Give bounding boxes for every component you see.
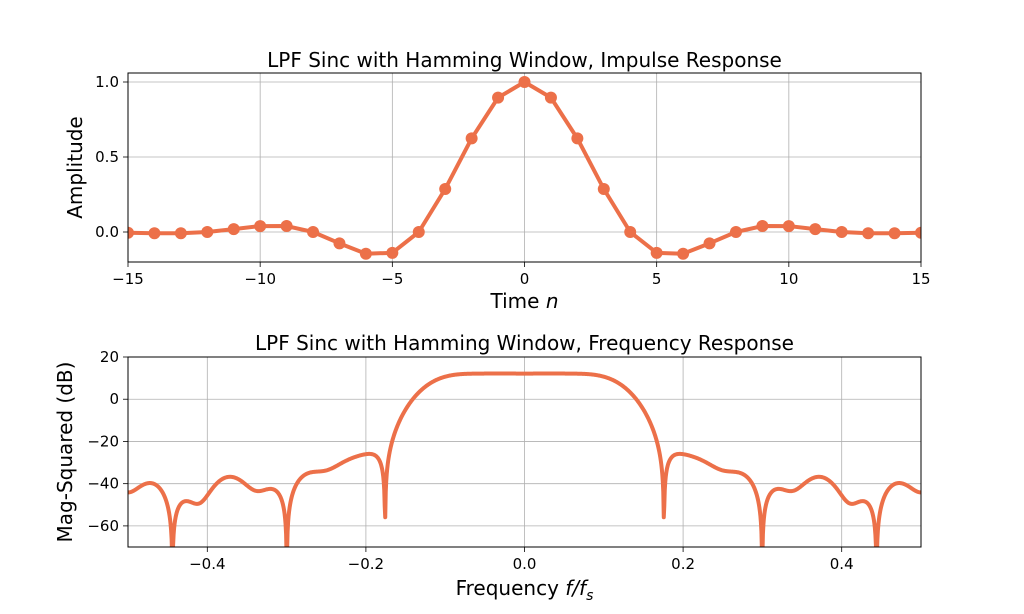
x-axis-label: Time n bbox=[490, 289, 559, 313]
y-tick-label: −40 bbox=[87, 475, 119, 493]
data-point bbox=[597, 183, 610, 196]
x-tick-label: −5 bbox=[381, 270, 403, 288]
data-point bbox=[544, 91, 557, 104]
x-tick-label: −15 bbox=[112, 270, 144, 288]
data-point bbox=[624, 226, 637, 238]
y-tick-label: −60 bbox=[87, 517, 119, 535]
series bbox=[128, 76, 921, 260]
x-tick-label: 0.4 bbox=[830, 555, 854, 573]
data-point bbox=[571, 132, 584, 145]
data-point bbox=[280, 220, 293, 233]
data-point bbox=[703, 237, 716, 250]
data-point bbox=[835, 226, 848, 238]
data-point bbox=[359, 247, 372, 260]
data-point bbox=[650, 246, 663, 259]
data-point bbox=[128, 226, 134, 239]
data-point bbox=[307, 226, 320, 238]
x-tick-label: 0.2 bbox=[671, 555, 695, 573]
axes-frame bbox=[127, 356, 922, 548]
axes-frame bbox=[127, 72, 922, 263]
data-point bbox=[201, 226, 214, 238]
x-tick-label: 0.0 bbox=[513, 555, 537, 573]
y-tick-label: 0.5 bbox=[95, 148, 119, 166]
y-tick-label: 0 bbox=[109, 390, 119, 408]
x-axis-label-var: f/f bbox=[565, 576, 589, 600]
data-point bbox=[227, 223, 240, 236]
data-point bbox=[862, 227, 875, 240]
x-axis-label: Frequency f/fs bbox=[456, 576, 594, 604]
data-point bbox=[677, 247, 690, 260]
data-point bbox=[439, 183, 452, 196]
x-tick-label: −0.2 bbox=[348, 555, 384, 573]
y-axis-label: Mag-Squared (dB) bbox=[53, 362, 77, 543]
x-axis-label-text: Time bbox=[490, 289, 546, 313]
data-point bbox=[386, 246, 399, 259]
x-tick-label: 15 bbox=[911, 270, 930, 288]
plot-impulse-response: −15 −10 −5 0 5 10 15 0.0 0.5 1.0 LPF Sinc with Ham… bbox=[63, 48, 931, 313]
series bbox=[128, 371, 921, 547]
y-tick-label: 20 bbox=[100, 348, 119, 366]
data-point bbox=[809, 223, 822, 236]
chart-title: LPF Sinc with Hamming Window, Impulse Re… bbox=[267, 48, 782, 72]
data-point bbox=[465, 132, 478, 145]
data-point bbox=[492, 91, 505, 104]
y-tick-label: 1.0 bbox=[95, 73, 119, 91]
x-tick-label: 10 bbox=[779, 270, 798, 288]
y-tick-label: −20 bbox=[87, 432, 119, 450]
data-point bbox=[518, 76, 531, 88]
x-axis-label-sub: s bbox=[586, 588, 593, 604]
x-tick-label: 5 bbox=[652, 270, 662, 288]
data-point bbox=[333, 237, 346, 250]
x-axis-label-text: Frequency bbox=[456, 576, 566, 600]
data-point bbox=[254, 220, 267, 233]
x-tick-label: −0.4 bbox=[189, 555, 225, 573]
data-point bbox=[148, 227, 161, 240]
series-line bbox=[128, 371, 921, 547]
data-point bbox=[888, 227, 901, 240]
y-axis-label: Amplitude bbox=[63, 116, 87, 219]
data-point bbox=[756, 220, 769, 233]
x-tick-label: 0 bbox=[520, 270, 530, 288]
chart-title: LPF Sinc with Hamming Window, Frequency … bbox=[255, 331, 794, 355]
y-tick-label: 0.0 bbox=[95, 223, 119, 241]
data-point bbox=[174, 227, 187, 240]
data-point bbox=[412, 226, 425, 238]
data-point bbox=[915, 226, 921, 239]
plot-frequency-response: −0.4 −0.2 0.0 0.2 0.4 20 0 −20 −40 −60 LPF Sinc wi… bbox=[53, 331, 922, 604]
data-point bbox=[729, 226, 742, 238]
data-point bbox=[782, 220, 795, 233]
x-axis-label-var: n bbox=[546, 289, 559, 313]
x-tick-label: −10 bbox=[244, 270, 276, 288]
